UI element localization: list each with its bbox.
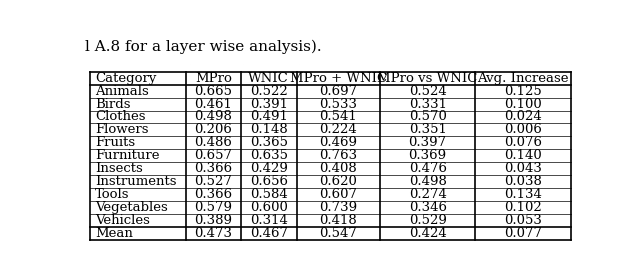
Text: Animals: Animals (95, 84, 148, 98)
Text: Instruments: Instruments (95, 175, 177, 188)
Text: 0.739: 0.739 (319, 201, 357, 214)
Text: 0.498: 0.498 (195, 111, 232, 124)
Text: 0.486: 0.486 (195, 136, 232, 149)
Text: 0.424: 0.424 (409, 227, 447, 240)
Text: 0.527: 0.527 (195, 175, 232, 188)
Text: 0.369: 0.369 (408, 149, 447, 162)
Text: 0.547: 0.547 (319, 227, 357, 240)
Text: 0.331: 0.331 (408, 98, 447, 111)
Text: Mean: Mean (95, 227, 132, 240)
Text: 0.346: 0.346 (408, 201, 447, 214)
Text: 0.314: 0.314 (250, 214, 288, 227)
Text: 0.476: 0.476 (408, 162, 447, 175)
Text: 0.391: 0.391 (250, 98, 288, 111)
Text: 0.006: 0.006 (504, 124, 542, 137)
Text: 0.148: 0.148 (250, 124, 287, 137)
Text: 0.206: 0.206 (195, 124, 232, 137)
Text: 0.584: 0.584 (250, 188, 287, 201)
Text: 0.522: 0.522 (250, 84, 287, 98)
Text: 0.224: 0.224 (319, 124, 357, 137)
Text: 0.498: 0.498 (409, 175, 447, 188)
Text: 0.274: 0.274 (409, 188, 447, 201)
Text: 0.656: 0.656 (250, 175, 288, 188)
Text: 0.600: 0.600 (250, 201, 288, 214)
Text: 0.102: 0.102 (504, 201, 542, 214)
Text: 0.366: 0.366 (194, 188, 232, 201)
Text: 0.529: 0.529 (409, 214, 447, 227)
Text: Fruits: Fruits (95, 136, 135, 149)
Text: WNIC: WNIC (248, 72, 289, 84)
Text: Clothes: Clothes (95, 111, 145, 124)
Text: 0.473: 0.473 (195, 227, 232, 240)
Text: Vehicles: Vehicles (95, 214, 150, 227)
Text: 0.620: 0.620 (319, 175, 357, 188)
Text: 0.043: 0.043 (504, 162, 542, 175)
Text: 0.467: 0.467 (250, 227, 288, 240)
Text: 0.429: 0.429 (250, 162, 288, 175)
Text: 0.461: 0.461 (195, 98, 232, 111)
Text: Vegetables: Vegetables (95, 201, 168, 214)
Text: MPro vs WNIC: MPro vs WNIC (378, 72, 478, 84)
Text: 0.125: 0.125 (504, 84, 542, 98)
Text: 0.140: 0.140 (504, 149, 542, 162)
Text: Avg. Increase: Avg. Increase (477, 72, 569, 84)
Text: 0.570: 0.570 (409, 111, 447, 124)
Text: 0.351: 0.351 (409, 124, 447, 137)
Text: 0.635: 0.635 (250, 149, 288, 162)
Text: 0.389: 0.389 (195, 214, 232, 227)
Text: 0.524: 0.524 (409, 84, 447, 98)
Text: Insects: Insects (95, 162, 143, 175)
Text: 0.038: 0.038 (504, 175, 542, 188)
Text: MPro + WNIC: MPro + WNIC (290, 72, 387, 84)
Text: 0.134: 0.134 (504, 188, 542, 201)
Text: 0.607: 0.607 (319, 188, 357, 201)
Text: 0.076: 0.076 (504, 136, 542, 149)
Text: 0.657: 0.657 (195, 149, 232, 162)
Text: 0.491: 0.491 (250, 111, 288, 124)
Text: Tools: Tools (95, 188, 129, 201)
Text: Furniture: Furniture (95, 149, 159, 162)
Text: MPro: MPro (195, 72, 232, 84)
Text: 0.077: 0.077 (504, 227, 542, 240)
Text: 0.365: 0.365 (250, 136, 288, 149)
Text: 0.418: 0.418 (319, 214, 357, 227)
Text: 0.469: 0.469 (319, 136, 357, 149)
Text: Flowers: Flowers (95, 124, 148, 137)
Text: 0.697: 0.697 (319, 84, 357, 98)
Text: 0.541: 0.541 (319, 111, 357, 124)
Text: l A.8 for a layer wise analysis).: l A.8 for a layer wise analysis). (85, 40, 321, 54)
Text: 0.408: 0.408 (319, 162, 357, 175)
Text: Category: Category (95, 72, 156, 84)
Text: 0.579: 0.579 (195, 201, 232, 214)
Text: 0.053: 0.053 (504, 214, 542, 227)
Text: Birds: Birds (95, 98, 131, 111)
Text: 0.100: 0.100 (504, 98, 542, 111)
Text: 0.533: 0.533 (319, 98, 357, 111)
Text: 0.665: 0.665 (195, 84, 232, 98)
Text: 0.366: 0.366 (194, 162, 232, 175)
Text: 0.397: 0.397 (408, 136, 447, 149)
Text: 0.763: 0.763 (319, 149, 357, 162)
Text: 0.024: 0.024 (504, 111, 542, 124)
